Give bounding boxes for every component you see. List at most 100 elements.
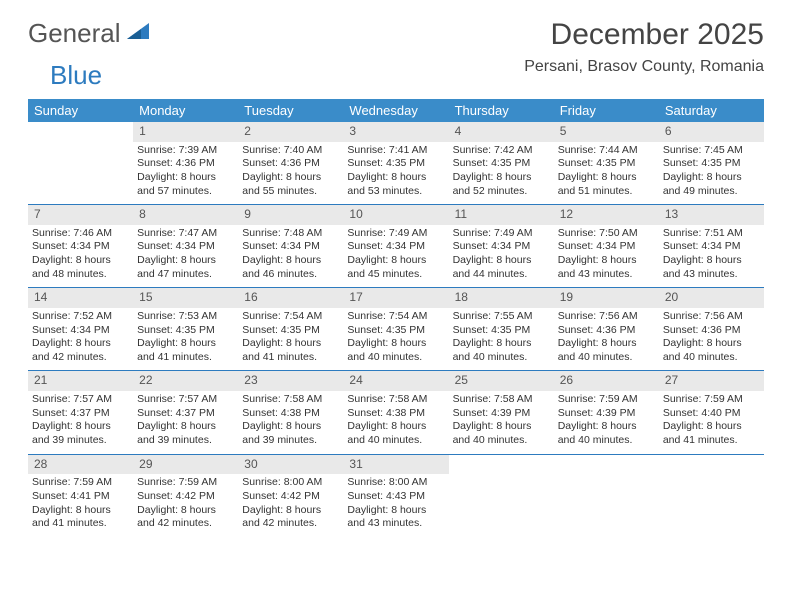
day-number: 9 bbox=[238, 205, 343, 225]
sunrise-line: Sunrise: 7:45 AM bbox=[663, 144, 760, 158]
day-cell: Sunrise: 7:42 AMSunset: 4:35 PMDaylight:… bbox=[449, 142, 554, 205]
calendar-body: 123456Sunrise: 7:39 AMSunset: 4:36 PMDay… bbox=[28, 122, 764, 537]
daylight-line: Daylight: 8 hours and 48 minutes. bbox=[32, 254, 129, 281]
daylight-line: Daylight: 8 hours and 52 minutes. bbox=[453, 171, 550, 198]
daylight-line: Daylight: 8 hours and 45 minutes. bbox=[347, 254, 444, 281]
sunrise-line: Sunrise: 7:54 AM bbox=[242, 310, 339, 324]
daylight-line: Daylight: 8 hours and 44 minutes. bbox=[453, 254, 550, 281]
day-cell: Sunrise: 7:57 AMSunset: 4:37 PMDaylight:… bbox=[133, 391, 238, 454]
day-cell bbox=[28, 142, 133, 205]
day-cell: Sunrise: 7:44 AMSunset: 4:35 PMDaylight:… bbox=[554, 142, 659, 205]
daylight-line: Daylight: 8 hours and 41 minutes. bbox=[32, 504, 129, 531]
day-number: 25 bbox=[449, 371, 554, 391]
sunrise-line: Sunrise: 7:58 AM bbox=[347, 393, 444, 407]
day-number: 7 bbox=[28, 205, 133, 225]
daylight-line: Daylight: 8 hours and 42 minutes. bbox=[242, 504, 339, 531]
sunrise-line: Sunrise: 7:49 AM bbox=[347, 227, 444, 241]
daylight-line: Daylight: 8 hours and 57 minutes. bbox=[137, 171, 234, 198]
day-number: 4 bbox=[449, 122, 554, 142]
sunset-line: Sunset: 4:36 PM bbox=[137, 157, 234, 171]
daylight-line: Daylight: 8 hours and 39 minutes. bbox=[242, 420, 339, 447]
day-number: 17 bbox=[343, 288, 448, 308]
sunset-line: Sunset: 4:35 PM bbox=[347, 324, 444, 338]
sunrise-line: Sunrise: 7:44 AM bbox=[558, 144, 655, 158]
day-cell: Sunrise: 7:39 AMSunset: 4:36 PMDaylight:… bbox=[133, 142, 238, 205]
day-cell: Sunrise: 7:49 AMSunset: 4:34 PMDaylight:… bbox=[449, 225, 554, 288]
sunset-line: Sunset: 4:36 PM bbox=[663, 324, 760, 338]
daylight-line: Daylight: 8 hours and 40 minutes. bbox=[558, 337, 655, 364]
sunrise-line: Sunrise: 8:00 AM bbox=[347, 476, 444, 490]
day-number: 13 bbox=[659, 205, 764, 225]
day-cell: Sunrise: 7:54 AMSunset: 4:35 PMDaylight:… bbox=[343, 308, 448, 371]
day-cell: Sunrise: 7:49 AMSunset: 4:34 PMDaylight:… bbox=[343, 225, 448, 288]
daylight-line: Daylight: 8 hours and 40 minutes. bbox=[347, 337, 444, 364]
day-cell: Sunrise: 7:47 AMSunset: 4:34 PMDaylight:… bbox=[133, 225, 238, 288]
sunrise-line: Sunrise: 7:58 AM bbox=[453, 393, 550, 407]
sunset-line: Sunset: 4:42 PM bbox=[137, 490, 234, 504]
daylight-line: Daylight: 8 hours and 49 minutes. bbox=[663, 171, 760, 198]
daylight-line: Daylight: 8 hours and 53 minutes. bbox=[347, 171, 444, 198]
day-header: Sunday bbox=[28, 99, 133, 122]
day-number bbox=[449, 454, 554, 474]
sunrise-line: Sunrise: 7:59 AM bbox=[558, 393, 655, 407]
day-cell: Sunrise: 7:55 AMSunset: 4:35 PMDaylight:… bbox=[449, 308, 554, 371]
day-number: 19 bbox=[554, 288, 659, 308]
sunrise-line: Sunrise: 8:00 AM bbox=[242, 476, 339, 490]
title-block: December 2025 Persani, Brasov County, Ro… bbox=[524, 18, 764, 76]
month-title: December 2025 bbox=[524, 18, 764, 52]
day-number bbox=[659, 454, 764, 474]
day-header: Tuesday bbox=[238, 99, 343, 122]
day-number: 28 bbox=[28, 454, 133, 474]
sunrise-line: Sunrise: 7:59 AM bbox=[32, 476, 129, 490]
sunset-line: Sunset: 4:38 PM bbox=[242, 407, 339, 421]
day-cell: Sunrise: 7:56 AMSunset: 4:36 PMDaylight:… bbox=[554, 308, 659, 371]
day-number: 8 bbox=[133, 205, 238, 225]
day-number: 16 bbox=[238, 288, 343, 308]
sunset-line: Sunset: 4:34 PM bbox=[558, 240, 655, 254]
sunset-line: Sunset: 4:35 PM bbox=[453, 157, 550, 171]
logo: General bbox=[28, 18, 155, 49]
day-cell: Sunrise: 7:51 AMSunset: 4:34 PMDaylight:… bbox=[659, 225, 764, 288]
day-cell: Sunrise: 7:59 AMSunset: 4:42 PMDaylight:… bbox=[133, 474, 238, 537]
day-number: 1 bbox=[133, 122, 238, 142]
day-header: Thursday bbox=[449, 99, 554, 122]
daylight-line: Daylight: 8 hours and 55 minutes. bbox=[242, 171, 339, 198]
daylight-line: Daylight: 8 hours and 41 minutes. bbox=[663, 420, 760, 447]
daylight-line: Daylight: 8 hours and 43 minutes. bbox=[663, 254, 760, 281]
day-header: Friday bbox=[554, 99, 659, 122]
sunrise-line: Sunrise: 7:57 AM bbox=[32, 393, 129, 407]
sunset-line: Sunset: 4:34 PM bbox=[242, 240, 339, 254]
sunset-line: Sunset: 4:39 PM bbox=[558, 407, 655, 421]
day-number: 11 bbox=[449, 205, 554, 225]
sunrise-line: Sunrise: 7:47 AM bbox=[137, 227, 234, 241]
day-header: Wednesday bbox=[343, 99, 448, 122]
daylight-line: Daylight: 8 hours and 39 minutes. bbox=[137, 420, 234, 447]
sunset-line: Sunset: 4:39 PM bbox=[453, 407, 550, 421]
day-number: 5 bbox=[554, 122, 659, 142]
daylight-line: Daylight: 8 hours and 40 minutes. bbox=[663, 337, 760, 364]
calendar-table: SundayMondayTuesdayWednesdayThursdayFrid… bbox=[28, 99, 764, 537]
day-cell: Sunrise: 7:48 AMSunset: 4:34 PMDaylight:… bbox=[238, 225, 343, 288]
logo-word1: General bbox=[28, 18, 121, 49]
day-number: 2 bbox=[238, 122, 343, 142]
day-cell: Sunrise: 7:50 AMSunset: 4:34 PMDaylight:… bbox=[554, 225, 659, 288]
day-cell: Sunrise: 7:56 AMSunset: 4:36 PMDaylight:… bbox=[659, 308, 764, 371]
day-number: 22 bbox=[133, 371, 238, 391]
sunset-line: Sunset: 4:40 PM bbox=[663, 407, 760, 421]
day-cell: Sunrise: 7:40 AMSunset: 4:36 PMDaylight:… bbox=[238, 142, 343, 205]
day-cell: Sunrise: 8:00 AMSunset: 4:42 PMDaylight:… bbox=[238, 474, 343, 537]
day-cell: Sunrise: 7:54 AMSunset: 4:35 PMDaylight:… bbox=[238, 308, 343, 371]
logo-mark-icon bbox=[127, 21, 153, 46]
sunset-line: Sunset: 4:35 PM bbox=[453, 324, 550, 338]
sunrise-line: Sunrise: 7:40 AM bbox=[242, 144, 339, 158]
sunset-line: Sunset: 4:43 PM bbox=[347, 490, 444, 504]
day-cell: Sunrise: 7:45 AMSunset: 4:35 PMDaylight:… bbox=[659, 142, 764, 205]
day-cell: Sunrise: 8:00 AMSunset: 4:43 PMDaylight:… bbox=[343, 474, 448, 537]
day-number bbox=[28, 122, 133, 142]
daylight-line: Daylight: 8 hours and 40 minutes. bbox=[453, 337, 550, 364]
day-header: Saturday bbox=[659, 99, 764, 122]
day-cell: Sunrise: 7:52 AMSunset: 4:34 PMDaylight:… bbox=[28, 308, 133, 371]
day-number: 12 bbox=[554, 205, 659, 225]
day-number: 30 bbox=[238, 454, 343, 474]
day-number: 3 bbox=[343, 122, 448, 142]
